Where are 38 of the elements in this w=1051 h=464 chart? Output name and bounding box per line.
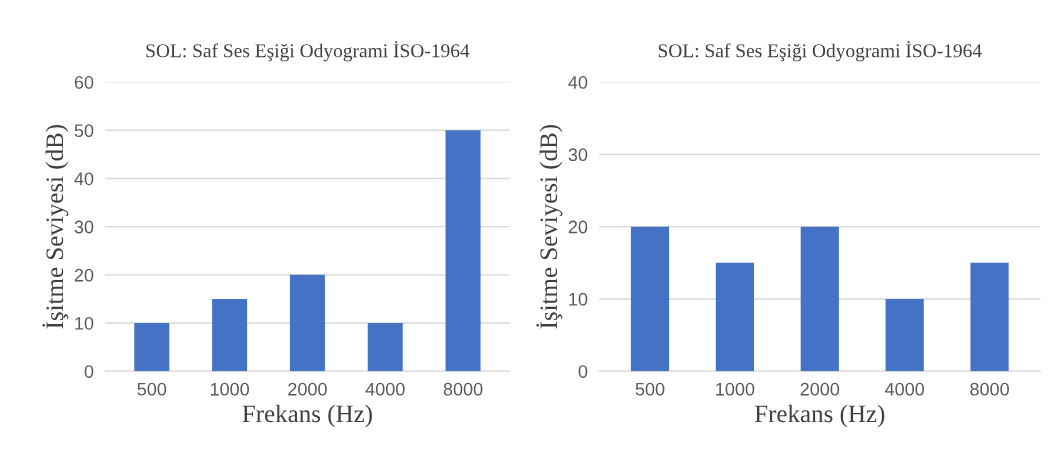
y-tick-label: 10 xyxy=(75,316,94,330)
x-tick-label: 8000 xyxy=(443,382,483,396)
y-tick-label: 20 xyxy=(74,268,94,282)
bar xyxy=(630,226,670,372)
y-tick-label: 30 xyxy=(568,148,588,162)
x-tick-label: 1000 xyxy=(210,382,249,396)
x-tick-label: 500 xyxy=(137,382,167,396)
bar xyxy=(134,323,170,372)
bar xyxy=(970,262,1009,372)
chart-title: SOL: Saf Ses Eşiği Odyogrami İSO-1964 xyxy=(146,41,470,62)
y-axis-title: İşitme Seviyesi (dB) xyxy=(42,125,69,329)
x-tick-label: 2000 xyxy=(800,382,840,396)
bar xyxy=(800,226,839,372)
y-tick-label: 40 xyxy=(74,172,94,186)
y-axis-title: İşitme Seviyesi (dB) xyxy=(536,125,563,329)
y-tick-label: 20 xyxy=(568,220,588,234)
y-tick-label: 40 xyxy=(568,76,588,89)
y-tick-label: 0 xyxy=(578,365,588,378)
x-tick-label: 1000 xyxy=(716,382,755,396)
x-tick-label: 4000 xyxy=(885,382,925,396)
x-tick-label: 8000 xyxy=(970,382,1009,396)
bar xyxy=(212,298,248,372)
bar xyxy=(715,262,754,372)
y-tick-label: 10 xyxy=(569,292,588,306)
bar xyxy=(885,298,924,372)
x-tick-label: 2000 xyxy=(288,382,327,396)
x-axis-title: Frekans (Hz) xyxy=(242,404,372,428)
x-tick-label: 4000 xyxy=(365,382,405,396)
y-tick-label: 0 xyxy=(84,365,94,378)
bar xyxy=(289,274,325,372)
chart-title: SOL: Saf Ses Eşiği Odyogrami İSO-1964 xyxy=(658,41,982,62)
y-tick-label: 30 xyxy=(74,220,94,234)
y-tick-label: 60 xyxy=(74,76,94,89)
x-axis-title: Frekans (Hz) xyxy=(754,404,885,428)
x-tick-label: 500 xyxy=(635,382,665,396)
bar xyxy=(367,323,403,372)
y-tick-label: 50 xyxy=(74,124,94,138)
bar xyxy=(445,130,481,372)
